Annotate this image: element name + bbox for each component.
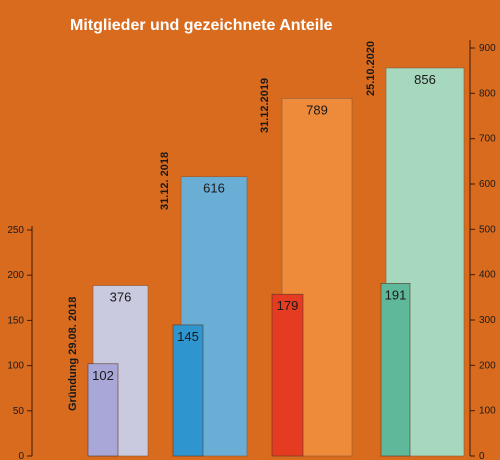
- left-tick-label: 100: [7, 361, 24, 372]
- right-tick-label: 900: [479, 43, 496, 54]
- mitglieder-value-label: 145: [177, 329, 199, 344]
- left-tick-label: 250: [7, 225, 24, 236]
- mitglieder-value-label: 102: [92, 368, 114, 383]
- mitglieder-bar: [87, 363, 119, 457]
- mitglieder-value-label: 179: [277, 298, 299, 313]
- category-date-label: Gründung 29.08. 2018: [67, 297, 79, 411]
- anteile-value-label: 789: [306, 102, 328, 117]
- left-tick-label: 50: [13, 406, 25, 417]
- anteile-value-label: 856: [414, 72, 436, 87]
- right-tick-label: 500: [479, 224, 496, 235]
- left-tick-label: 200: [7, 270, 24, 281]
- bars: [87, 67, 465, 457]
- right-y-axis: 0 100 200 300 400 500 600 700 800 900: [469, 40, 496, 460]
- left-tick-label: 0: [18, 451, 24, 460]
- category-date-label: 31.12. 2018: [159, 152, 171, 210]
- right-tick-label: 200: [479, 360, 496, 371]
- right-tick-label: 700: [479, 134, 496, 145]
- right-tick-label: 800: [479, 88, 496, 99]
- anteile-value-label: 616: [203, 181, 225, 196]
- right-tick-label: 0: [479, 451, 485, 460]
- mitglieder-value-label: 191: [385, 287, 407, 302]
- right-tick-label: 100: [479, 406, 496, 417]
- category-date-label: 31.12.2019: [259, 78, 271, 133]
- right-tick-label: 600: [479, 179, 496, 190]
- left-tick-label: 150: [7, 315, 24, 326]
- right-tick-label: 400: [479, 270, 496, 281]
- mitglieder-bar: [380, 283, 411, 457]
- anteile-value-label: 376: [110, 290, 132, 305]
- left-y-axis: 0 50 100 150 200 250: [7, 225, 33, 460]
- mitglieder-bar: [271, 293, 304, 457]
- category-date-label: 25.10.2020: [365, 41, 377, 96]
- labels: 376 102 Gründung 29.08. 2018 616 145 31.12. 2…: [67, 41, 436, 411]
- mitglieder-bar: [172, 324, 204, 457]
- right-tick-label: 300: [479, 315, 496, 326]
- chart-title: Mitglieder und gezeichnete Anteile: [70, 17, 333, 34]
